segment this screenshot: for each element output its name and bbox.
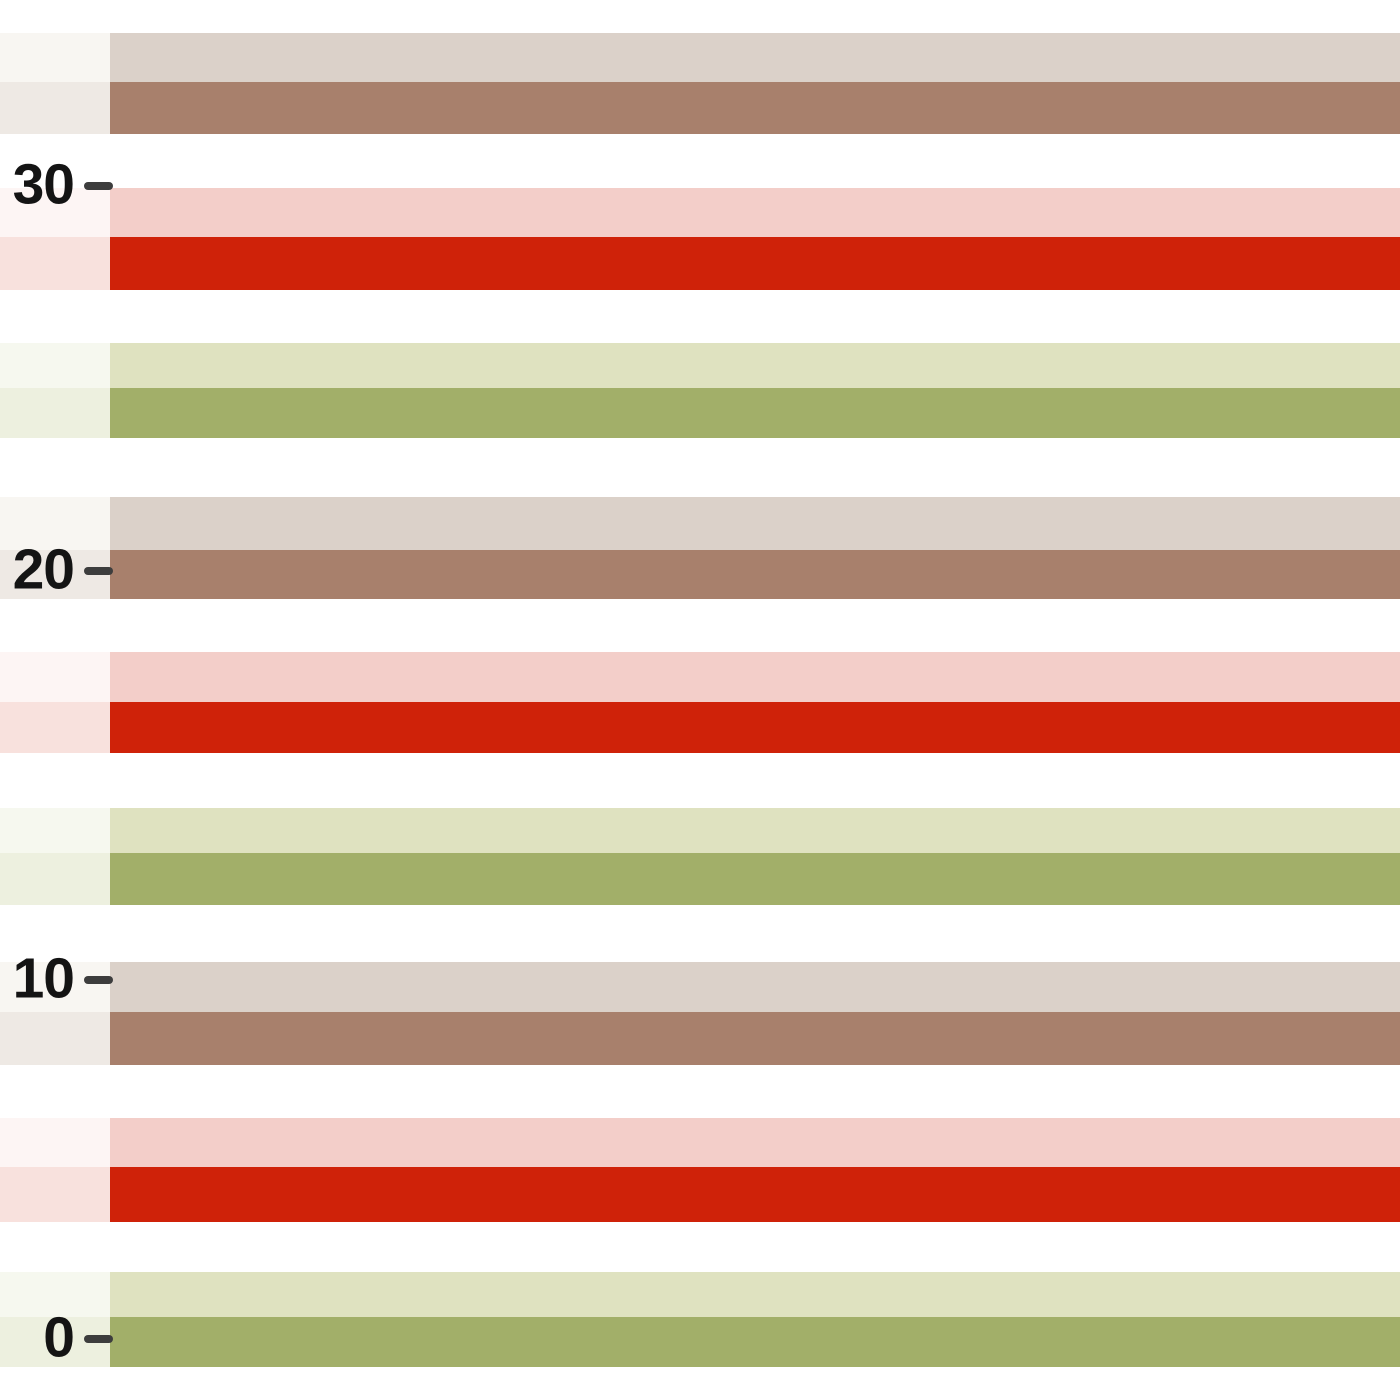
bar-row-light-green — [0, 1272, 1400, 1317]
bar-segment-light-green — [110, 808, 1400, 853]
gap-row — [0, 134, 1400, 188]
axis-gutter-tint — [0, 388, 110, 438]
bar-segment-light-red — [110, 1118, 1400, 1167]
bar-row-brown — [0, 1012, 1400, 1065]
bar-row-light-brown — [0, 33, 1400, 82]
y-axis-tick-label: 20 — [12, 537, 75, 602]
bar-segment-light-green — [110, 1272, 1400, 1317]
gap-row — [0, 1222, 1400, 1272]
axis-gutter-tint — [0, 82, 110, 134]
axis-gutter-tint — [0, 497, 110, 550]
axis-gutter-tint — [0, 962, 110, 1012]
axis-gutter-tint — [0, 853, 110, 905]
bar-row-brown — [0, 550, 1400, 599]
axis-gutter-tint — [0, 1012, 110, 1065]
bar-segment-light-brown — [110, 497, 1400, 550]
bar-segment-light-brown — [110, 33, 1400, 82]
bar-segment-light-red — [110, 652, 1400, 702]
y-axis-tick-mark — [84, 976, 113, 984]
axis-gutter-tint — [0, 237, 110, 290]
axis-gutter-tint — [0, 33, 110, 82]
bar-row-light-brown — [0, 497, 1400, 550]
bar-segment-light-green — [110, 343, 1400, 388]
bar-row-red — [0, 702, 1400, 753]
gap-row — [0, 290, 1400, 343]
axis-gutter-tint — [0, 343, 110, 388]
gap-row — [0, 0, 1400, 33]
axis-gutter-tint — [0, 188, 110, 237]
y-axis-tick-label: 0 — [43, 1305, 75, 1370]
bar-segment-olive-green — [110, 388, 1400, 438]
bar-segment-olive-green — [110, 1317, 1400, 1367]
axis-gutter-tint — [0, 1167, 110, 1222]
bar-segment-brown — [110, 82, 1400, 134]
bar-row-light-red — [0, 652, 1400, 702]
bar-row-red — [0, 237, 1400, 290]
bar-row-olive-green — [0, 388, 1400, 438]
gap-row — [0, 599, 1400, 652]
y-axis-tick-mark — [84, 1335, 113, 1343]
bar-segment-red — [110, 237, 1400, 290]
axis-gutter-tint — [0, 652, 110, 702]
bar-row-light-red — [0, 188, 1400, 237]
y-axis-tick-mark — [84, 567, 113, 575]
gap-row — [0, 1065, 1400, 1118]
y-axis-tick-label: 10 — [12, 946, 75, 1011]
bar-segment-light-brown — [110, 962, 1400, 1012]
bar-row-olive-green — [0, 1317, 1400, 1367]
bar-row-light-brown — [0, 962, 1400, 1012]
gap-row — [0, 1367, 1400, 1400]
axis-gutter-tint — [0, 1272, 110, 1317]
bar-row-red — [0, 1167, 1400, 1222]
y-axis-tick-mark — [84, 182, 113, 190]
bar-segment-olive-green — [110, 853, 1400, 905]
axis-gutter-tint — [0, 702, 110, 753]
y-axis-tick-label: 30 — [12, 152, 75, 217]
bar-row-olive-green — [0, 853, 1400, 905]
gap-row — [0, 905, 1400, 962]
bar-segment-brown — [110, 550, 1400, 599]
bar-row-light-green — [0, 808, 1400, 853]
bar-segment-light-red — [110, 188, 1400, 237]
gap-row — [0, 438, 1400, 497]
bar-row-light-red — [0, 1118, 1400, 1167]
bar-segment-red — [110, 702, 1400, 753]
bar-segment-red — [110, 1167, 1400, 1222]
axis-gutter-tint — [0, 1118, 110, 1167]
bar-row-brown — [0, 82, 1400, 134]
gap-row — [0, 753, 1400, 808]
axis-gutter-tint — [0, 808, 110, 853]
bar-row-light-green — [0, 343, 1400, 388]
bar-segment-brown — [110, 1012, 1400, 1065]
